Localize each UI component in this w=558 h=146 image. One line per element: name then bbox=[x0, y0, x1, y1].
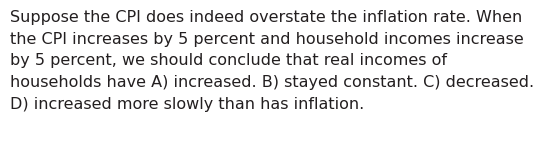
Text: Suppose the CPI does indeed overstate the inflation rate. When
the CPI increases: Suppose the CPI does indeed overstate th… bbox=[10, 10, 534, 112]
